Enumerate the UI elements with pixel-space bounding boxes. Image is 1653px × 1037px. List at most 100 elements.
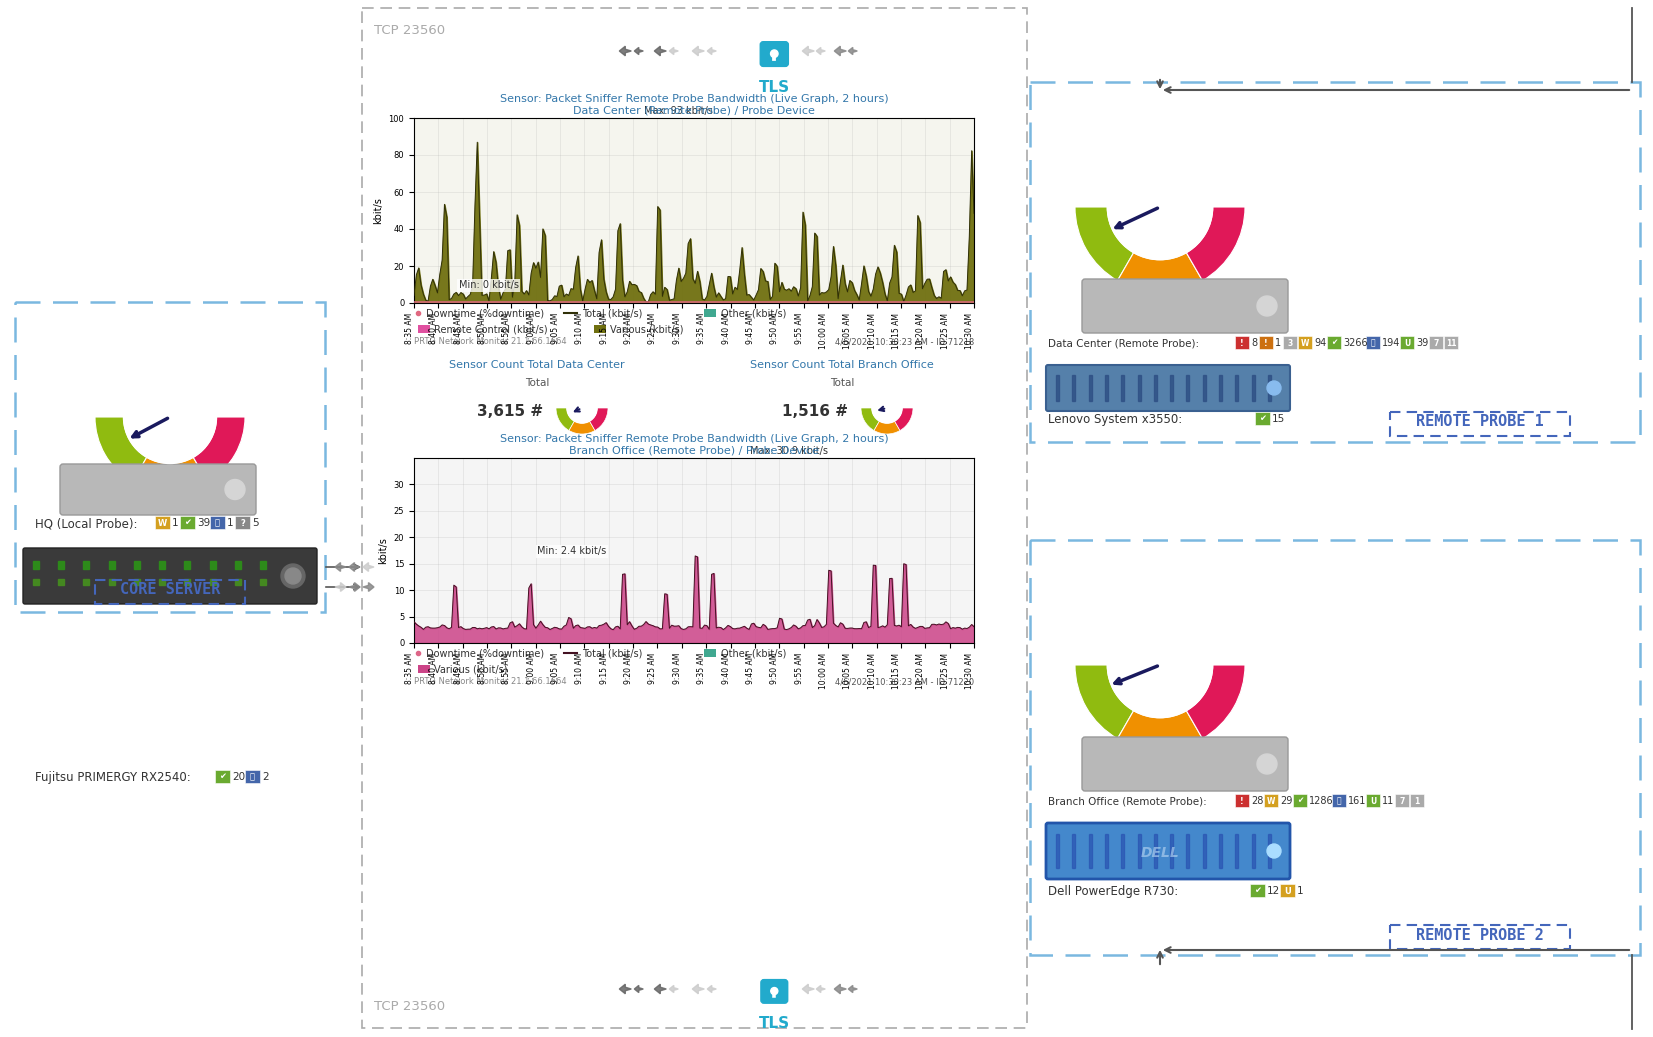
- FancyBboxPatch shape: [1083, 279, 1288, 333]
- Bar: [33, 579, 40, 585]
- Bar: [1137, 375, 1141, 400]
- Text: Remote Control (kbit/s): Remote Control (kbit/s): [435, 324, 547, 334]
- Wedge shape: [1187, 665, 1245, 738]
- Text: 1: 1: [226, 518, 233, 528]
- Text: TLS: TLS: [759, 80, 790, 94]
- Bar: [159, 579, 165, 585]
- Circle shape: [567, 393, 597, 423]
- Bar: [1104, 375, 1108, 400]
- Bar: [33, 561, 40, 569]
- Bar: [180, 516, 195, 529]
- Text: Various (kbit/s): Various (kbit/s): [435, 664, 507, 674]
- Bar: [418, 325, 430, 333]
- Polygon shape: [669, 48, 678, 55]
- FancyBboxPatch shape: [760, 41, 788, 66]
- Text: 28: 28: [1251, 796, 1263, 806]
- Bar: [1268, 375, 1271, 400]
- Text: Other (kbit/s): Other (kbit/s): [721, 648, 787, 658]
- Bar: [1279, 884, 1294, 897]
- Text: 29: 29: [1279, 796, 1293, 806]
- Wedge shape: [555, 408, 575, 430]
- Bar: [109, 579, 114, 585]
- Wedge shape: [132, 457, 208, 492]
- Circle shape: [871, 393, 903, 423]
- Bar: [210, 516, 225, 529]
- Text: 1: 1: [1274, 338, 1281, 348]
- Bar: [1400, 336, 1413, 349]
- Bar: [155, 516, 170, 529]
- FancyBboxPatch shape: [1046, 365, 1289, 411]
- Bar: [1268, 835, 1271, 868]
- Text: ✔: ✔: [218, 773, 226, 782]
- Text: ✔: ✔: [1331, 338, 1337, 347]
- Polygon shape: [349, 563, 360, 571]
- Text: 1,516 #: 1,516 #: [782, 404, 848, 420]
- Text: 161: 161: [1347, 796, 1367, 806]
- Y-axis label: kbit/s: kbit/s: [379, 537, 388, 564]
- Text: 3: 3: [1288, 338, 1293, 347]
- Text: U: U: [1370, 796, 1377, 806]
- Bar: [1030, 82, 1640, 442]
- Text: 3266: 3266: [1342, 338, 1367, 348]
- Bar: [58, 561, 64, 569]
- Bar: [1073, 375, 1076, 400]
- Polygon shape: [707, 985, 716, 992]
- Text: 2: 2: [261, 772, 269, 782]
- Text: PRTG Network Monitor 21.1.66.1664: PRTG Network Monitor 21.1.66.1664: [413, 677, 567, 686]
- Y-axis label: kbit/s: kbit/s: [374, 197, 383, 224]
- Wedge shape: [1117, 710, 1202, 750]
- Text: W: W: [1266, 796, 1274, 806]
- Polygon shape: [336, 563, 345, 571]
- Bar: [1445, 336, 1458, 349]
- Bar: [1251, 375, 1255, 400]
- Bar: [185, 579, 190, 585]
- Bar: [1250, 884, 1265, 897]
- Bar: [1428, 336, 1443, 349]
- Text: Downtime (%downtime): Downtime (%downtime): [426, 648, 544, 658]
- Bar: [15, 302, 326, 612]
- Text: !: !: [1240, 796, 1243, 806]
- Bar: [134, 579, 141, 585]
- Bar: [185, 561, 190, 569]
- Circle shape: [284, 568, 301, 584]
- FancyBboxPatch shape: [1083, 737, 1288, 791]
- Polygon shape: [620, 984, 631, 993]
- Text: W: W: [159, 518, 167, 528]
- Bar: [362, 8, 1027, 1028]
- Circle shape: [770, 987, 779, 994]
- FancyBboxPatch shape: [1046, 823, 1289, 879]
- Bar: [1255, 412, 1270, 425]
- Polygon shape: [848, 48, 858, 55]
- Text: ⏸: ⏸: [250, 773, 255, 782]
- Text: W: W: [1301, 338, 1309, 347]
- Bar: [210, 579, 215, 585]
- Text: 5: 5: [251, 518, 258, 528]
- Text: Branch Office (Remote Probe):: Branch Office (Remote Probe):: [1048, 797, 1207, 807]
- Text: HQ (Local Probe):: HQ (Local Probe):: [35, 517, 137, 531]
- Bar: [1332, 794, 1346, 807]
- Bar: [83, 579, 89, 585]
- Bar: [1251, 835, 1255, 868]
- Text: REMOTE PROBE 1: REMOTE PROBE 1: [1417, 415, 1544, 429]
- Bar: [1137, 835, 1141, 868]
- Bar: [1218, 835, 1222, 868]
- Bar: [1170, 835, 1174, 868]
- Bar: [83, 561, 89, 569]
- Text: Downtime (%downtime): Downtime (%downtime): [426, 308, 544, 318]
- Text: 194: 194: [1382, 338, 1400, 348]
- Text: Other (kbit/s): Other (kbit/s): [721, 308, 787, 318]
- Text: Min: 0 kbit/s: Min: 0 kbit/s: [460, 280, 519, 290]
- Bar: [260, 579, 266, 585]
- Bar: [1298, 336, 1312, 349]
- Circle shape: [1108, 155, 1213, 259]
- Polygon shape: [635, 985, 643, 992]
- Bar: [159, 561, 165, 569]
- Text: 11: 11: [1382, 796, 1393, 806]
- Text: TLS: TLS: [759, 1015, 790, 1031]
- Polygon shape: [635, 48, 643, 55]
- Bar: [1265, 794, 1278, 807]
- Bar: [245, 770, 260, 783]
- Bar: [1187, 375, 1190, 400]
- Bar: [1154, 375, 1157, 400]
- Polygon shape: [349, 583, 360, 591]
